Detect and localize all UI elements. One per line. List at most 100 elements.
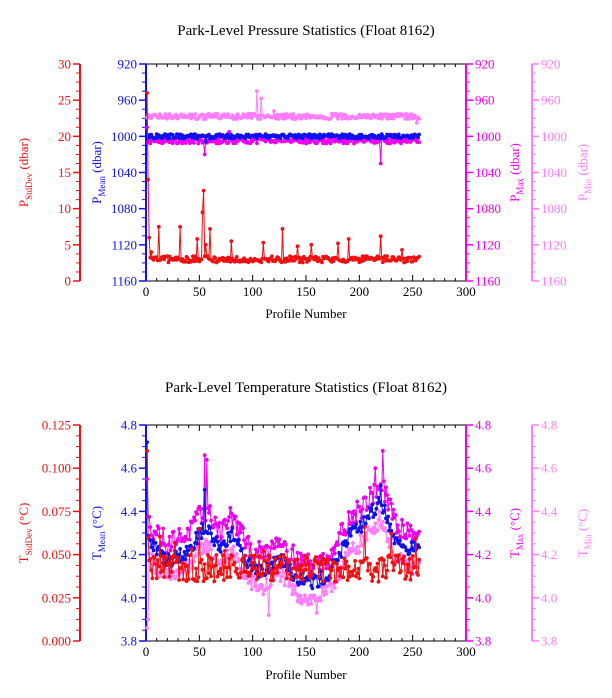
temperature-max-point (208, 504, 212, 508)
pressure-min-axis-label-unit: (dbar) (575, 144, 590, 179)
temperature-stddev-tick-label: 0.100 (42, 461, 71, 476)
temperature-max-point (372, 482, 377, 487)
temperature-max-point (291, 543, 296, 548)
temperature-max-point (246, 534, 251, 539)
temperature-max-point (204, 457, 209, 462)
temperature-min-point (208, 542, 212, 547)
temperature-stddev-point (188, 553, 193, 557)
temperature-stddev-point (160, 569, 164, 573)
temperature-mean-point (383, 503, 387, 508)
pressure-stddev-point (309, 242, 314, 247)
temperature-max-point (370, 490, 374, 495)
pressure-stddev-point (389, 258, 394, 262)
temperature-stddev-point (252, 553, 257, 558)
temperature-min-point (275, 573, 280, 578)
temperature-max-point (355, 499, 360, 504)
temperature-stddev-point (384, 575, 388, 580)
temperature-stddev-point (343, 566, 348, 571)
temperature-stddev-point (153, 562, 158, 566)
temperature-max-point (228, 506, 233, 510)
pressure-min-point (384, 112, 388, 116)
pressure-min-point (235, 112, 240, 117)
temperature-max-point (209, 518, 214, 523)
temperature-mean-point (336, 558, 340, 563)
pressure-min-point (415, 120, 419, 125)
temperature-mean-tick-label: 4.0 (121, 590, 137, 605)
temperature-min-point (258, 586, 262, 591)
temperature-mean-point (214, 535, 219, 539)
temperature-max-point (234, 532, 239, 537)
temperature-stddev-point (150, 576, 155, 581)
pressure-max-point (304, 141, 308, 146)
pressure-min-point (340, 116, 345, 121)
temperature-stddev-point (166, 560, 171, 565)
temperature-stddev-point (280, 562, 285, 567)
temperature-stddev-point (222, 578, 226, 582)
temperature-max-point (400, 517, 404, 522)
temperature-mean-point (310, 586, 315, 591)
pressure-min-point (259, 96, 264, 101)
pressure-min-tick-label: 960 (541, 93, 561, 108)
pressure-max-point (352, 141, 356, 146)
temperature-stddev-point (416, 573, 420, 577)
pressure-max-axis-label-unit: (dbar) (507, 143, 522, 178)
temperature-max-tick-label: 4.2 (475, 547, 491, 562)
temperature-mean-point (368, 506, 372, 510)
pressure-chart: Park-Level Pressure Statistics (Float 81… (16, 23, 593, 321)
temperature-mean-point (339, 555, 344, 559)
pressure-stddev-point (211, 259, 216, 264)
temperature-x-axis-label: Profile Number (265, 667, 347, 682)
pressure-stddev-point (146, 177, 151, 182)
temperature-max-point (408, 523, 413, 528)
pressure-stddev-point (266, 259, 271, 264)
temperature-stddev-point (347, 574, 352, 579)
temperature-mean-point (388, 522, 393, 527)
temperature-mean-point (162, 551, 167, 556)
temperature-stddev-point (305, 556, 309, 560)
temperature-stddev-point (223, 548, 227, 553)
temperature-mean-point (236, 538, 241, 542)
temperature-max-point (380, 449, 385, 453)
temperature-stddev-point (396, 553, 401, 558)
temperature-plot-area: 0 50 100 150 200 250 300 0.000 0.025 0.050 0.075 0.… (16, 418, 593, 660)
temperature-max-point (216, 524, 221, 529)
temperature-mean-point (376, 495, 381, 500)
temperature-stddev-point (329, 568, 334, 573)
temperature-max-point (271, 541, 275, 546)
temperature-min-point (360, 543, 365, 548)
temperature-min-point (229, 547, 234, 551)
temperature-min-point (383, 526, 387, 530)
temperature-stddev-point (273, 556, 277, 561)
temperature-x-tick-label: 100 (243, 644, 263, 659)
temperature-max-point (391, 507, 396, 512)
temperature-x-tick-label: 200 (350, 644, 370, 659)
temperature-mean-point (200, 521, 205, 526)
temperature-max-point (290, 547, 294, 551)
temperature-stddev-point (267, 555, 272, 560)
temperature-stddev-point (176, 557, 180, 562)
temperature-min-point (217, 561, 222, 566)
temperature-max-point (417, 529, 421, 534)
temperature-stddev-point (274, 566, 278, 571)
temperature-max-point (289, 557, 293, 562)
temperature-mean-point (353, 526, 357, 530)
temperature-mean-axis-label: TMean (°C) (89, 506, 107, 560)
temperature-stddev-point (148, 557, 153, 561)
temperature-mean-point (186, 548, 191, 552)
pressure-min-point (328, 116, 333, 121)
temperature-stddev-point (294, 575, 299, 579)
temperature-mean-point (382, 509, 386, 513)
temperature-min-point (306, 602, 310, 607)
temperature-max-point (218, 538, 223, 543)
temperature-min-point (159, 574, 163, 578)
temperature-stddev-point (388, 555, 393, 560)
temperature-stddev-axis-label-main: T (16, 555, 31, 563)
temperature-mean-point (302, 581, 306, 586)
pressure-max-tick-label: 1080 (475, 201, 501, 216)
temperature-stddev-tick-label: 0.125 (42, 418, 71, 433)
temperature-stddev-point (291, 566, 296, 571)
temperature-stddev-tick-label: 0.000 (42, 634, 71, 649)
temperature-max-point (396, 529, 401, 534)
temperature-stddev-axis-label-sub: StdDev (24, 528, 34, 556)
pressure-min-point (174, 112, 178, 117)
